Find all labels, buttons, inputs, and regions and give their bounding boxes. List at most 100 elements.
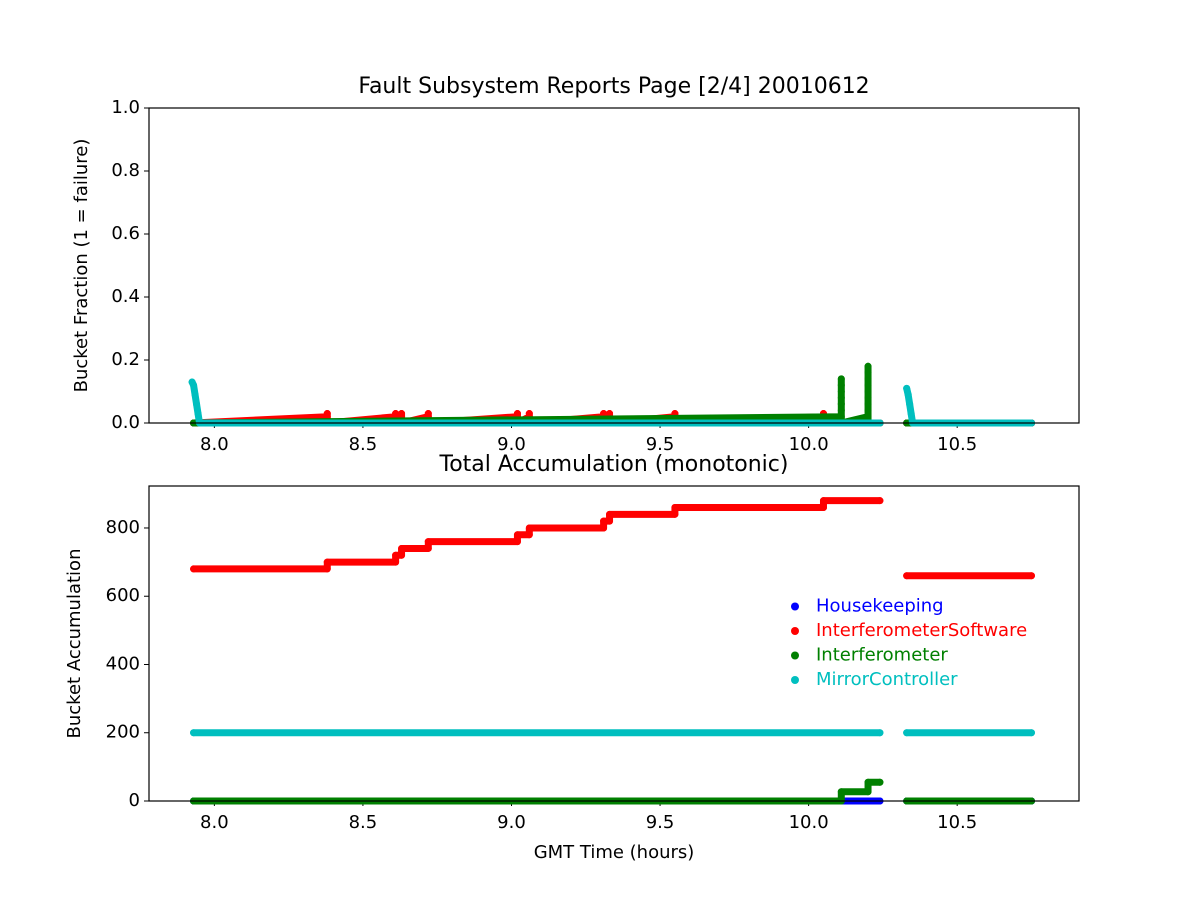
x-tick-label: 8.0 (200, 812, 229, 833)
point (864, 406, 872, 414)
point (876, 778, 884, 786)
x-tick-label: 10.5 (937, 812, 977, 833)
point (903, 384, 911, 392)
point (864, 369, 872, 377)
point (513, 410, 521, 418)
point (864, 362, 872, 370)
point (819, 504, 827, 512)
point (190, 729, 198, 737)
point (525, 410, 533, 418)
point (398, 410, 406, 418)
point (903, 572, 911, 580)
point (876, 729, 884, 737)
chart-title: Fault Subsystem Reports Page [2/4] 20010… (358, 74, 869, 99)
point (1027, 572, 1035, 580)
x-tick-label: 8.0 (200, 434, 229, 455)
point (525, 524, 533, 532)
point (424, 544, 432, 552)
y-tick-label: 0.6 (111, 223, 140, 244)
point (600, 517, 608, 525)
point (513, 538, 521, 546)
point (606, 410, 614, 418)
x-tick-label: 10.5 (937, 434, 977, 455)
y-axis-label: Bucket Fraction (1 = failure) (71, 139, 92, 393)
point (864, 778, 872, 786)
point (864, 388, 872, 395)
legend-label: MirrorController (816, 669, 958, 690)
y-tick-label: 800 (106, 517, 140, 538)
point (323, 558, 331, 566)
point (513, 531, 521, 539)
point (392, 410, 400, 418)
x-tick-label: 8.5 (349, 434, 378, 455)
point (837, 375, 845, 383)
point (671, 504, 679, 512)
y-tick-label: 0 (129, 790, 140, 811)
point (903, 729, 911, 737)
point (424, 410, 432, 418)
y-tick-label: 0.2 (111, 349, 140, 370)
point (864, 400, 872, 408)
point (904, 391, 912, 399)
y-axis-label: Bucket Accumulation (64, 549, 85, 739)
legend-marker (791, 651, 799, 660)
legend-marker (791, 602, 799, 611)
point (398, 551, 406, 559)
legend-label: Housekeeping (816, 596, 944, 617)
point (190, 381, 198, 389)
x-axis-label: GMT Time (hours) (534, 842, 695, 863)
y-tick-label: 0.8 (111, 160, 140, 181)
point (837, 388, 845, 395)
x-tick-label: 9.0 (497, 434, 526, 455)
point (194, 410, 202, 418)
point (606, 517, 614, 525)
point (837, 394, 845, 402)
y-tick-label: 200 (106, 722, 140, 743)
point (864, 788, 872, 796)
y-tick-label: 600 (106, 585, 140, 606)
y-tick-label: 1.0 (111, 97, 140, 118)
point (191, 391, 199, 399)
point (323, 565, 331, 573)
point (864, 381, 872, 389)
point (837, 413, 845, 421)
x-tick-label: 8.5 (349, 812, 378, 833)
point (837, 381, 845, 389)
point (864, 413, 872, 421)
point (392, 558, 400, 566)
point (907, 410, 915, 418)
point (864, 394, 872, 402)
point (424, 538, 432, 546)
point (864, 375, 872, 383)
axes-frame (148, 107, 1080, 424)
legend-label: Interferometer (816, 645, 948, 666)
y-tick-label: 0.0 (111, 412, 140, 433)
x-tick-label: 9.0 (497, 812, 526, 833)
point (906, 400, 914, 408)
legend-marker (791, 676, 799, 684)
point (606, 510, 614, 518)
point (525, 531, 533, 539)
legend-label: InterferometerSoftware (816, 620, 1027, 641)
axes-frame (148, 485, 1080, 802)
x-tick-label: 9.5 (646, 812, 675, 833)
y-tick-label: 0.4 (111, 286, 140, 307)
point (876, 497, 884, 505)
chart-title: Total Accumulation (monotonic) (439, 452, 789, 477)
point (671, 510, 679, 518)
x-tick-label: 9.5 (646, 434, 675, 455)
x-tick-label: 10.0 (789, 812, 829, 833)
point (190, 565, 198, 573)
point (323, 410, 331, 418)
point (193, 400, 201, 408)
point (837, 406, 845, 414)
y-tick-label: 400 (106, 653, 140, 674)
point (837, 788, 845, 796)
point (1027, 729, 1035, 737)
x-tick-label: 10.0 (789, 434, 829, 455)
point (392, 551, 400, 559)
point (837, 400, 845, 408)
legend-marker (791, 627, 799, 635)
point (819, 497, 827, 505)
